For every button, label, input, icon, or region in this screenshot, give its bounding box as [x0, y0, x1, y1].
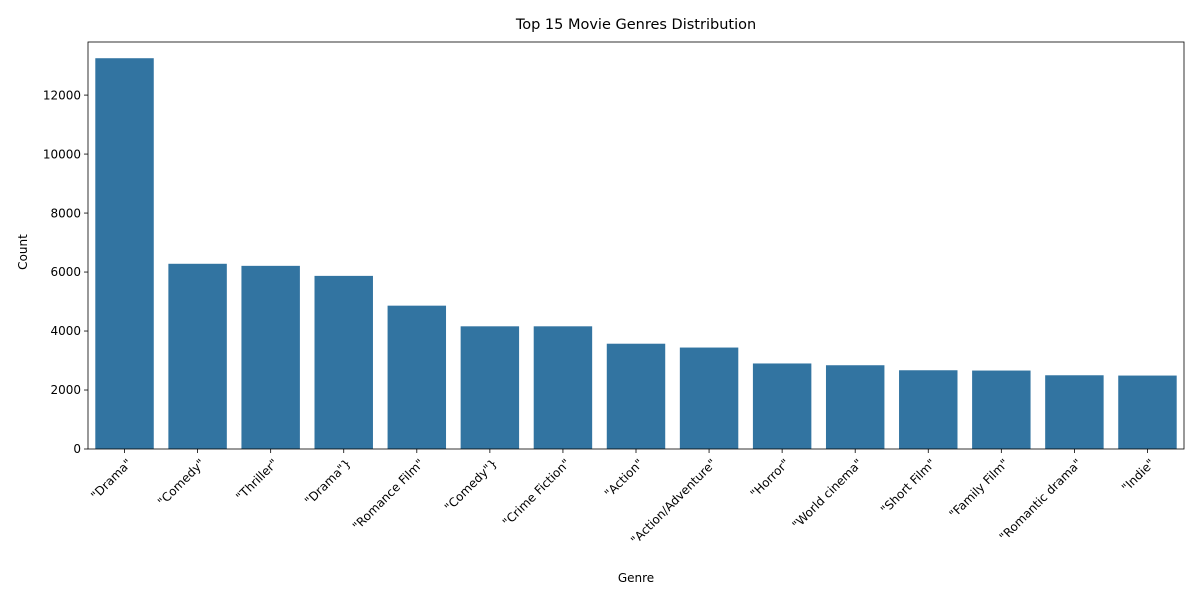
x-tick-label-14: "Indie" [1119, 456, 1158, 495]
x-tick-label-13: "Romantic drama" [997, 456, 1085, 544]
x-tick-label-1: "Comedy" [155, 456, 208, 509]
x-tick-label-11: "Short Film" [878, 456, 938, 516]
x-tick-label-0: "Drama" [88, 456, 134, 502]
bar-14 [1118, 375, 1177, 449]
x-tick-label-4: "Romance Film" [350, 456, 427, 533]
x-tick-label-10: "World cinema" [789, 456, 865, 532]
y-tick-label-6: 12000 [43, 88, 81, 102]
x-tick-label-7: "Action" [602, 456, 646, 500]
bars-group [95, 58, 1177, 450]
bar-5 [460, 326, 520, 449]
x-tick-label-3: "Drama"} [302, 456, 354, 508]
y-axis: 0 2000 4000 6000 8000 10000 12000 [43, 88, 88, 456]
plot-frame [87, 41, 1185, 450]
bar-6 [533, 326, 593, 449]
chart-title: Top 15 Movie Genres Distribution [515, 17, 756, 33]
bar-3 [314, 275, 373, 449]
bar-12 [972, 370, 1031, 449]
bar-13 [1045, 375, 1104, 449]
bar-10 [825, 365, 885, 449]
x-tick-label-6: "Crime Fiction" [500, 456, 573, 529]
bar-8 [679, 347, 739, 449]
x-axis: "Drama" "Comedy" "Thriller" "Drama"}"Romanc… [88, 449, 1158, 547]
bar-9 [752, 363, 812, 449]
y-tick-label-4: 8000 [50, 206, 81, 220]
bar-7 [606, 343, 666, 449]
bar-11 [899, 370, 958, 449]
bar-4 [387, 305, 447, 449]
bar-0 [95, 58, 154, 450]
y-tick-label-3: 6000 [50, 265, 81, 279]
y-tick-label-2: 4000 [50, 324, 81, 338]
bar-2 [241, 265, 300, 449]
x-tick-label-5: "Comedy"} [442, 456, 500, 514]
x-tick-label-12: "Family Film" [946, 456, 1011, 521]
y-tick-label-0: 0 [73, 442, 81, 456]
y-axis-title: Count [16, 234, 30, 270]
bar-1 [168, 263, 227, 449]
x-axis-title: Genre [618, 571, 654, 585]
x-tick-label-2: "Thriller" [233, 456, 281, 504]
y-tick-label-5: 10000 [43, 147, 81, 161]
y-tick-label-1: 2000 [50, 383, 81, 397]
x-tick-label-9: "Horror" [748, 456, 793, 501]
